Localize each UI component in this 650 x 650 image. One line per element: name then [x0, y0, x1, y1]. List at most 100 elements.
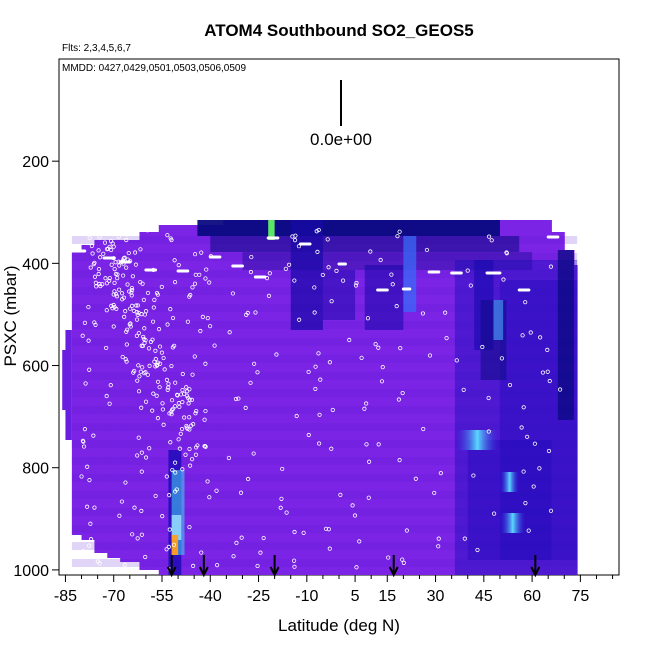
observation-point — [129, 286, 135, 291]
observation-point — [376, 345, 381, 350]
x-tick-label: -25 — [247, 588, 270, 605]
observation-point — [164, 474, 169, 479]
observation-point — [185, 319, 190, 324]
observation-point — [365, 316, 371, 321]
observation-point — [124, 329, 129, 334]
x-tick-label: 30 — [427, 588, 445, 605]
observation-point — [184, 423, 189, 429]
observation-point — [108, 383, 113, 388]
observation-point — [205, 315, 210, 321]
observation-point — [251, 451, 256, 456]
field-band — [197, 220, 500, 236]
observation-point — [203, 361, 208, 366]
observation-point — [121, 256, 126, 261]
observation-point — [329, 299, 334, 304]
x-tick-label: 60 — [523, 588, 541, 605]
observation-point — [134, 317, 140, 322]
observation-point — [236, 396, 241, 401]
field-row — [71, 372, 578, 380]
observation-point — [557, 387, 563, 392]
observation-point — [155, 360, 161, 365]
observation-point — [547, 378, 552, 384]
observation-point — [170, 407, 175, 412]
observation-point — [203, 444, 208, 449]
observation-point — [97, 235, 102, 240]
x-tick-label: 15 — [378, 588, 396, 605]
observation-point — [207, 495, 212, 500]
observation-point — [182, 415, 187, 420]
chart-title: ATOM4 Southbound SO2_GEOS5 — [204, 21, 474, 40]
observation-point — [145, 228, 150, 233]
observation-point — [214, 488, 219, 493]
observation-point — [187, 397, 192, 402]
observation-point — [86, 543, 92, 548]
observation-point — [291, 558, 297, 563]
observation-point — [327, 546, 332, 551]
observation-point — [87, 367, 92, 372]
observation-point — [185, 389, 190, 394]
observation-point — [130, 274, 135, 279]
observation-point — [180, 467, 185, 472]
observation-point — [159, 284, 164, 290]
field-row — [71, 508, 578, 516]
observation-point — [499, 356, 505, 361]
observation-point — [166, 544, 171, 549]
observation-point — [124, 237, 129, 243]
field-row — [71, 389, 578, 397]
observation-point — [292, 529, 297, 535]
observation-points — [67, 227, 563, 572]
observation-point — [161, 422, 166, 427]
field-edge — [62, 350, 72, 410]
observation-point — [280, 466, 285, 472]
observation-point — [454, 358, 459, 363]
field-band — [499, 513, 526, 533]
observation-point — [168, 440, 173, 445]
field-strip — [532, 220, 552, 575]
observation-point — [397, 229, 402, 234]
observation-point — [537, 466, 542, 471]
observation-point — [202, 417, 207, 422]
observation-point — [244, 312, 249, 317]
observation-point — [245, 476, 251, 482]
observation-point — [104, 345, 109, 351]
observation-point — [353, 283, 359, 288]
observation-point — [306, 432, 311, 438]
observation-point — [316, 351, 321, 356]
observation-point — [93, 280, 98, 285]
observation-point — [126, 250, 131, 256]
observation-point — [283, 266, 288, 271]
observation-point — [132, 505, 137, 510]
field-row — [71, 355, 578, 363]
x-tick-label: -85 — [54, 588, 77, 605]
observation-point — [170, 467, 175, 473]
observation-point — [127, 289, 132, 294]
observation-point — [180, 371, 185, 377]
observation-point — [124, 342, 129, 347]
observation-point — [436, 544, 441, 549]
observation-point — [278, 505, 283, 510]
observation-point — [127, 322, 132, 327]
observation-point — [112, 266, 117, 272]
observation-point — [313, 386, 318, 392]
observation-point — [101, 251, 106, 256]
field-strip — [120, 240, 140, 562]
observation-point — [81, 444, 87, 449]
observation-point — [400, 390, 405, 396]
observation-point — [200, 314, 205, 319]
observation-point — [80, 438, 86, 443]
observation-point — [135, 536, 140, 541]
observation-point — [139, 532, 145, 537]
field-strip — [107, 240, 121, 558]
observation-point — [139, 508, 144, 513]
observation-point — [170, 315, 176, 321]
observation-point — [162, 367, 167, 372]
observation-point — [139, 450, 144, 455]
observation-point — [121, 273, 126, 278]
observation-point — [111, 292, 116, 297]
observation-point — [111, 302, 116, 308]
observation-point — [88, 265, 93, 270]
observation-point — [153, 348, 158, 353]
observation-point — [238, 490, 244, 495]
observation-point — [151, 391, 156, 396]
observation-point — [87, 478, 92, 483]
